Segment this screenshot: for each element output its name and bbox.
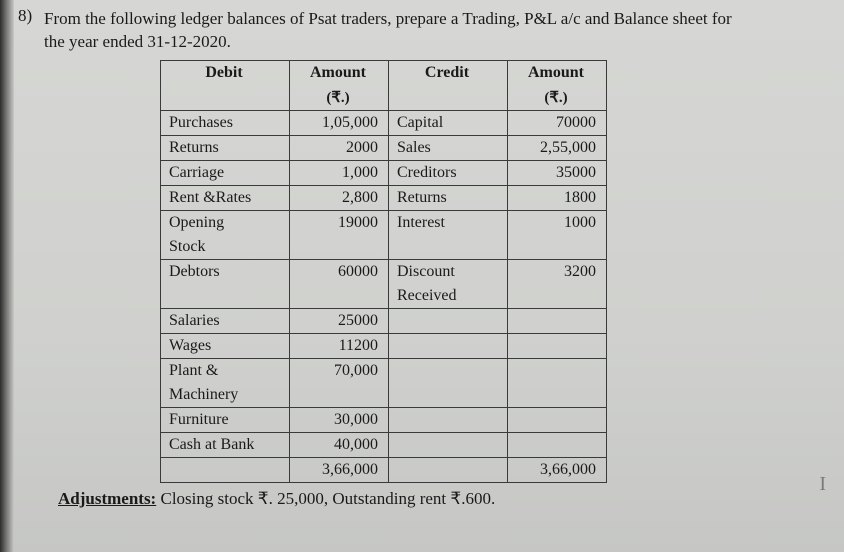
table-row: Returns 2000 Sales 2,55,000: [161, 135, 607, 160]
cell-amount-right: [508, 235, 607, 260]
cell-amount-left: 70,000: [290, 358, 389, 383]
cell-debit: [161, 457, 290, 482]
cell-debit: Machinery: [161, 383, 290, 408]
cell-amount-right: [508, 333, 607, 358]
cell-credit: Interest: [389, 210, 508, 235]
table-row: Cash at Bank 40,000: [161, 432, 607, 457]
margin-mark: I: [819, 473, 826, 496]
table-total-row: 3,66,000 3,66,000: [161, 457, 607, 482]
table-row: Machinery: [161, 383, 607, 408]
cell-amount-right: [508, 308, 607, 333]
question-text: From the following ledger balances of Ps…: [44, 8, 804, 54]
header-debit-blank: [161, 85, 290, 111]
header-amount-left: Amount: [290, 60, 389, 85]
header-debit: Debit: [161, 60, 290, 85]
question-number: 8): [18, 6, 32, 26]
cell-amount-right: [508, 432, 607, 457]
table-row: Opening 19000 Interest 1000: [161, 210, 607, 235]
cell-total-left: 3,66,000: [290, 457, 389, 482]
table-row: Rent &Rates 2,800 Returns 1800: [161, 185, 607, 210]
cell-debit: Returns: [161, 135, 290, 160]
cell-amount-right: [508, 358, 607, 383]
adjustments-line: Adjustments: Closing stock ₹. 25,000, Ou…: [58, 489, 804, 509]
cell-amount-left: 60000: [290, 259, 389, 284]
table-row: Carriage 1,000 Creditors 35000: [161, 160, 607, 185]
table-header-row: Debit Amount Credit Amount: [161, 60, 607, 85]
cell-amount-right: [508, 407, 607, 432]
question-line-2: the year ended 31-12-2020.: [44, 32, 231, 51]
cell-debit: Debtors: [161, 259, 290, 284]
cell-total-right: 3,66,000: [508, 457, 607, 482]
table-row: Furniture 30,000: [161, 407, 607, 432]
cell-debit: Purchases: [161, 110, 290, 135]
cell-credit: Received: [389, 284, 508, 309]
cell-credit: [389, 333, 508, 358]
table-row: Plant & 70,000: [161, 358, 607, 383]
question-line-1: From the following ledger balances of Ps…: [44, 9, 732, 28]
cell-amount-left: 2000: [290, 135, 389, 160]
cell-credit: Returns: [389, 185, 508, 210]
cell-credit: [389, 308, 508, 333]
adjustments-label: Adjustments:: [58, 489, 156, 508]
cell-amount-right: [508, 284, 607, 309]
table-row: Wages 11200: [161, 333, 607, 358]
cell-amount-left: 40,000: [290, 432, 389, 457]
cell-credit: Discount: [389, 259, 508, 284]
cell-credit: [389, 358, 508, 383]
cell-credit: [389, 383, 508, 408]
cell-credit: [389, 457, 508, 482]
table-unit-row: (₹.) (₹.): [161, 85, 607, 111]
cell-amount-right: 1800: [508, 185, 607, 210]
header-unit-right: (₹.): [508, 85, 607, 111]
cell-debit: Stock: [161, 235, 290, 260]
table-row: Stock: [161, 235, 607, 260]
cell-debit: Opening: [161, 210, 290, 235]
cell-debit: Furniture: [161, 407, 290, 432]
header-credit: Credit: [389, 60, 508, 85]
cell-debit: Plant &: [161, 358, 290, 383]
cell-debit: Wages: [161, 333, 290, 358]
cell-debit: [161, 284, 290, 309]
ledger-table: Debit Amount Credit Amount (₹.) (₹.) Pur…: [160, 60, 607, 483]
header-amount-right: Amount: [508, 60, 607, 85]
cell-amount-left: [290, 383, 389, 408]
cell-credit: Creditors: [389, 160, 508, 185]
cell-debit: Cash at Bank: [161, 432, 290, 457]
cell-amount-left: 25000: [290, 308, 389, 333]
page-binding-shadow: [0, 0, 14, 552]
cell-amount-right: [508, 383, 607, 408]
cell-debit: Rent &Rates: [161, 185, 290, 210]
page: 8) From the following ledger balances of…: [0, 0, 844, 552]
cell-amount-left: 11200: [290, 333, 389, 358]
cell-amount-right: 70000: [508, 110, 607, 135]
cell-amount-left: 1,000: [290, 160, 389, 185]
cell-amount-left: [290, 235, 389, 260]
cell-amount-left: 2,800: [290, 185, 389, 210]
header-unit-left: (₹.): [290, 85, 389, 111]
cell-amount-left: [290, 284, 389, 309]
cell-credit: Capital: [389, 110, 508, 135]
cell-credit: Sales: [389, 135, 508, 160]
cell-amount-right: 2,55,000: [508, 135, 607, 160]
cell-debit: Carriage: [161, 160, 290, 185]
table-row: Received: [161, 284, 607, 309]
cell-credit: [389, 432, 508, 457]
cell-amount-right: 1000: [508, 210, 607, 235]
cell-amount-left: 1,05,000: [290, 110, 389, 135]
cell-amount-left: 19000: [290, 210, 389, 235]
table-row: Salaries 25000: [161, 308, 607, 333]
cell-credit: [389, 407, 508, 432]
table-row: Debtors 60000 Discount 3200: [161, 259, 607, 284]
adjustments-text: Closing stock ₹. 25,000, Outstanding ren…: [156, 489, 495, 508]
cell-amount-left: 30,000: [290, 407, 389, 432]
cell-credit: [389, 235, 508, 260]
cell-amount-right: 35000: [508, 160, 607, 185]
header-credit-blank: [389, 85, 508, 111]
cell-amount-right: 3200: [508, 259, 607, 284]
table-row: Purchases 1,05,000 Capital 70000: [161, 110, 607, 135]
cell-debit: Salaries: [161, 308, 290, 333]
